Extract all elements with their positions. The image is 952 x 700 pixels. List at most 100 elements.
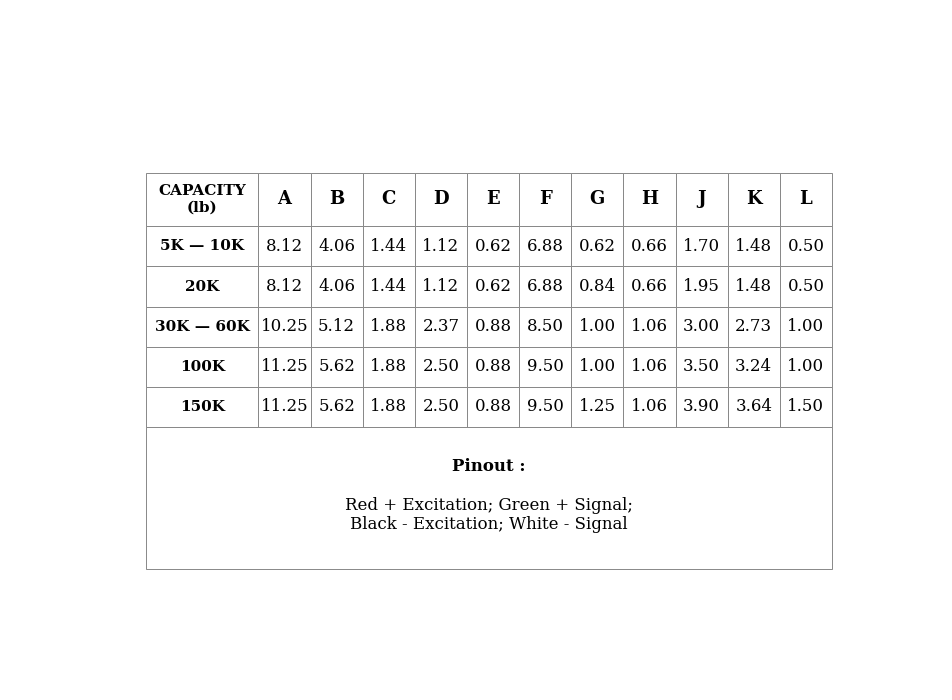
Text: 0.66: 0.66 bbox=[631, 278, 668, 295]
Bar bbox=[676, 173, 727, 227]
Bar bbox=[727, 307, 780, 346]
Text: Red + Excitation; Green + Signal;
Black - Excitation; White - Signal: Red + Excitation; Green + Signal; Black … bbox=[346, 497, 633, 533]
Bar bbox=[571, 386, 624, 427]
Bar bbox=[571, 227, 624, 267]
Text: 5.12: 5.12 bbox=[318, 318, 355, 335]
Bar bbox=[467, 267, 519, 307]
Text: A: A bbox=[277, 190, 291, 209]
Text: 30K — 60K: 30K — 60K bbox=[155, 319, 249, 334]
Text: 6.88: 6.88 bbox=[526, 278, 564, 295]
Bar bbox=[467, 307, 519, 346]
Bar bbox=[146, 346, 258, 386]
Text: 1.12: 1.12 bbox=[423, 238, 460, 255]
Bar bbox=[519, 307, 571, 346]
Bar bbox=[727, 173, 780, 227]
Bar bbox=[727, 267, 780, 307]
Text: 1.44: 1.44 bbox=[370, 278, 407, 295]
Text: 3.90: 3.90 bbox=[684, 398, 720, 415]
Bar bbox=[780, 173, 832, 227]
Text: B: B bbox=[329, 190, 345, 209]
Text: 11.25: 11.25 bbox=[261, 358, 308, 375]
Bar bbox=[571, 346, 624, 386]
Bar bbox=[676, 307, 727, 346]
Text: H: H bbox=[641, 190, 658, 209]
Bar bbox=[415, 227, 467, 267]
Text: 0.88: 0.88 bbox=[474, 398, 511, 415]
Bar bbox=[780, 267, 832, 307]
Text: 11.25: 11.25 bbox=[261, 398, 308, 415]
Text: 8.12: 8.12 bbox=[266, 278, 303, 295]
Bar bbox=[363, 346, 415, 386]
Bar bbox=[780, 346, 832, 386]
Bar bbox=[624, 307, 676, 346]
Bar bbox=[624, 173, 676, 227]
Bar bbox=[363, 307, 415, 346]
Text: 0.50: 0.50 bbox=[787, 278, 824, 295]
Text: 5.62: 5.62 bbox=[318, 398, 355, 415]
Bar bbox=[727, 386, 780, 427]
Bar bbox=[624, 346, 676, 386]
Bar bbox=[310, 267, 363, 307]
Bar bbox=[363, 173, 415, 227]
Text: 1.06: 1.06 bbox=[631, 398, 668, 415]
Text: 0.84: 0.84 bbox=[579, 278, 616, 295]
Text: 1.00: 1.00 bbox=[787, 318, 824, 335]
Bar bbox=[415, 307, 467, 346]
Bar bbox=[415, 173, 467, 227]
Text: CAPACITY
(lb): CAPACITY (lb) bbox=[158, 184, 247, 215]
Text: 2.50: 2.50 bbox=[423, 358, 460, 375]
Bar bbox=[310, 386, 363, 427]
Bar bbox=[363, 386, 415, 427]
Text: L: L bbox=[800, 190, 812, 209]
Text: 5K — 10K: 5K — 10K bbox=[160, 239, 245, 253]
Text: 0.62: 0.62 bbox=[579, 238, 616, 255]
Bar bbox=[676, 267, 727, 307]
Text: 1.48: 1.48 bbox=[735, 278, 772, 295]
Bar bbox=[624, 267, 676, 307]
Bar bbox=[571, 173, 624, 227]
Text: 10.25: 10.25 bbox=[261, 318, 308, 335]
Text: 1.00: 1.00 bbox=[579, 358, 616, 375]
Text: 0.66: 0.66 bbox=[631, 238, 668, 255]
Text: 4.06: 4.06 bbox=[318, 238, 355, 255]
Bar bbox=[146, 173, 258, 227]
Text: 1.50: 1.50 bbox=[787, 398, 824, 415]
Bar bbox=[363, 267, 415, 307]
Text: 0.62: 0.62 bbox=[474, 278, 511, 295]
Bar bbox=[310, 173, 363, 227]
Text: 1.00: 1.00 bbox=[579, 318, 616, 335]
Text: 1.88: 1.88 bbox=[370, 398, 407, 415]
Text: 1.88: 1.88 bbox=[370, 318, 407, 335]
Text: K: K bbox=[746, 190, 762, 209]
Bar bbox=[310, 346, 363, 386]
Text: D: D bbox=[433, 190, 448, 209]
Text: 2.50: 2.50 bbox=[423, 398, 460, 415]
Bar bbox=[258, 267, 310, 307]
Bar bbox=[519, 227, 571, 267]
Bar bbox=[571, 267, 624, 307]
Bar bbox=[415, 346, 467, 386]
Text: 20K: 20K bbox=[185, 279, 220, 293]
Text: 0.88: 0.88 bbox=[474, 358, 511, 375]
Text: Pinout :: Pinout : bbox=[452, 458, 526, 475]
Text: 3.64: 3.64 bbox=[735, 398, 772, 415]
Bar bbox=[146, 427, 832, 569]
Bar bbox=[363, 227, 415, 267]
Text: F: F bbox=[539, 190, 551, 209]
Bar bbox=[780, 386, 832, 427]
Text: 1.25: 1.25 bbox=[579, 398, 616, 415]
Text: 0.50: 0.50 bbox=[787, 238, 824, 255]
Text: 1.88: 1.88 bbox=[370, 358, 407, 375]
Bar bbox=[146, 267, 258, 307]
Text: 1.12: 1.12 bbox=[423, 278, 460, 295]
Bar bbox=[624, 227, 676, 267]
Text: 3.50: 3.50 bbox=[684, 358, 720, 375]
Text: 1.00: 1.00 bbox=[787, 358, 824, 375]
Bar bbox=[519, 346, 571, 386]
Text: 1.95: 1.95 bbox=[684, 278, 720, 295]
Bar bbox=[310, 227, 363, 267]
Text: 100K: 100K bbox=[180, 360, 225, 374]
Text: G: G bbox=[589, 190, 605, 209]
Bar bbox=[467, 173, 519, 227]
Text: 8.12: 8.12 bbox=[266, 238, 303, 255]
